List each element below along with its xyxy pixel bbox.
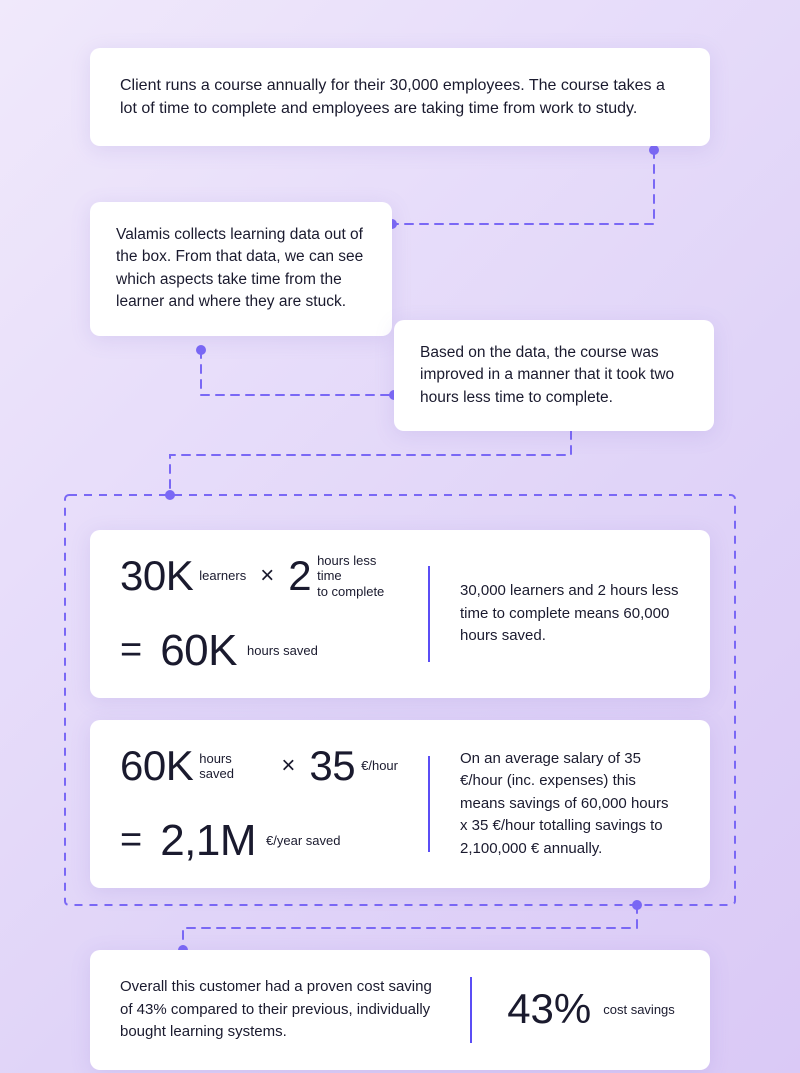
calc2-result-value: 2,1M — [160, 809, 256, 873]
divider-vertical — [470, 977, 472, 1043]
card-data-collection: Valamis collects learning data out of th… — [90, 202, 392, 336]
divider-vertical — [428, 566, 430, 662]
calc1-equals: = — [120, 623, 142, 678]
calc2-result-unit: €/year saved — [266, 833, 340, 849]
final-percentage-label: cost savings — [603, 1002, 675, 1018]
calc2-equals: = — [120, 813, 142, 868]
calc1-b-unit: hours less time to complete — [317, 553, 398, 600]
final-description: Overall this customer had a proven cost … — [120, 976, 440, 1044]
calc2-a-unit: hours saved — [199, 751, 267, 782]
calc1-a-value: 30K — [120, 546, 193, 607]
card-data-collection-text: Valamis collects learning data out of th… — [116, 226, 363, 310]
calc2-description: On an average salary of 35 €/hour (inc. … — [460, 748, 680, 861]
card-intro: Client runs a course annually for their … — [90, 48, 710, 146]
calc2-operator: × — [281, 749, 295, 784]
calc-card-euro-saved: 60K hours saved × 35 €/hour = 2,1M €/yea… — [90, 720, 710, 888]
calc2-b-value: 35 — [309, 736, 355, 797]
calc2-a-value: 60K — [120, 736, 193, 797]
calc1-description: 30,000 learners and 2 hours less time to… — [460, 580, 680, 648]
final-percentage: 43% — [507, 979, 591, 1040]
card-improvement-text: Based on the data, the course was improv… — [420, 344, 674, 406]
card-intro-text: Client runs a course annually for their … — [120, 77, 665, 117]
divider-vertical — [428, 756, 430, 852]
card-improvement: Based on the data, the course was improv… — [394, 320, 714, 431]
calc1-operator: × — [260, 559, 274, 594]
card-final-savings: Overall this customer had a proven cost … — [90, 950, 710, 1070]
calc1-a-unit: learners — [199, 568, 246, 584]
calc1-result-value: 60K — [160, 619, 237, 683]
calc1-b-value: 2 — [288, 546, 311, 607]
calc1-result-unit: hours saved — [247, 643, 318, 659]
calc2-b-unit: €/hour — [361, 758, 398, 774]
calc-card-hours-saved: 30K learners × 2 hours less time to comp… — [90, 530, 710, 698]
